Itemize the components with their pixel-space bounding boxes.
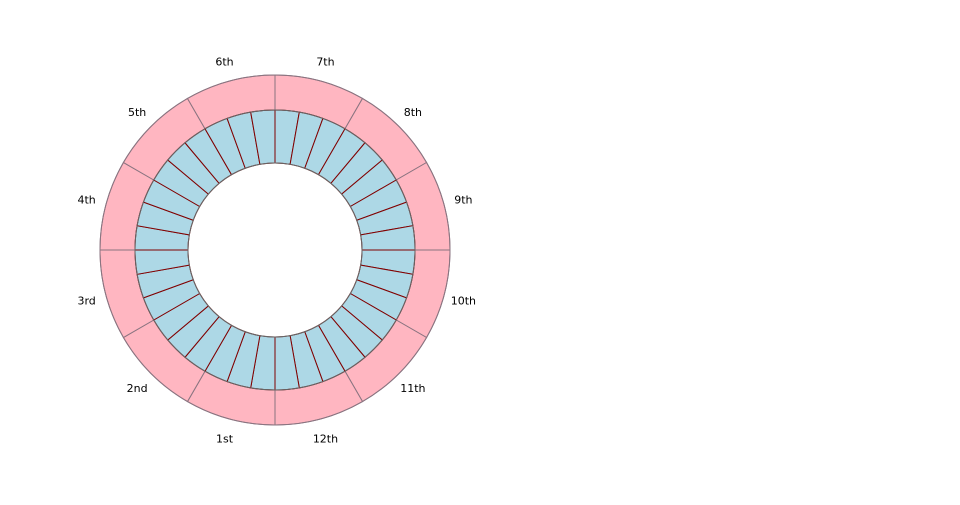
- segment-label-1: 1st: [216, 432, 234, 445]
- outer-ring-edge: [99, 74, 451, 426]
- segment-label-4: 4th: [77, 194, 95, 207]
- segment-label-8: 8th: [404, 106, 422, 119]
- segment-labels: 1st 2nd 3rd 4th 5th 6th 7th 8th 9th 10th 11th 12th: [77, 56, 476, 446]
- segment-label-12: 12th: [313, 432, 338, 445]
- segment-label-7: 7th: [316, 56, 334, 69]
- segment-label-9: 9th: [454, 194, 472, 207]
- middle-ring-edge: [134, 109, 416, 391]
- segment-label-6: 6th: [215, 56, 233, 69]
- inner-ring-edge: [187, 162, 363, 338]
- segment-label-5: 5th: [128, 106, 146, 119]
- segment-label-2: 2nd: [127, 382, 148, 395]
- segment-label-10: 10th: [451, 294, 476, 307]
- inner-ring: [134, 109, 416, 391]
- segment-label-3: 3rd: [77, 294, 95, 307]
- ring-borders: [99, 74, 451, 426]
- segment-label-11: 11th: [400, 382, 425, 395]
